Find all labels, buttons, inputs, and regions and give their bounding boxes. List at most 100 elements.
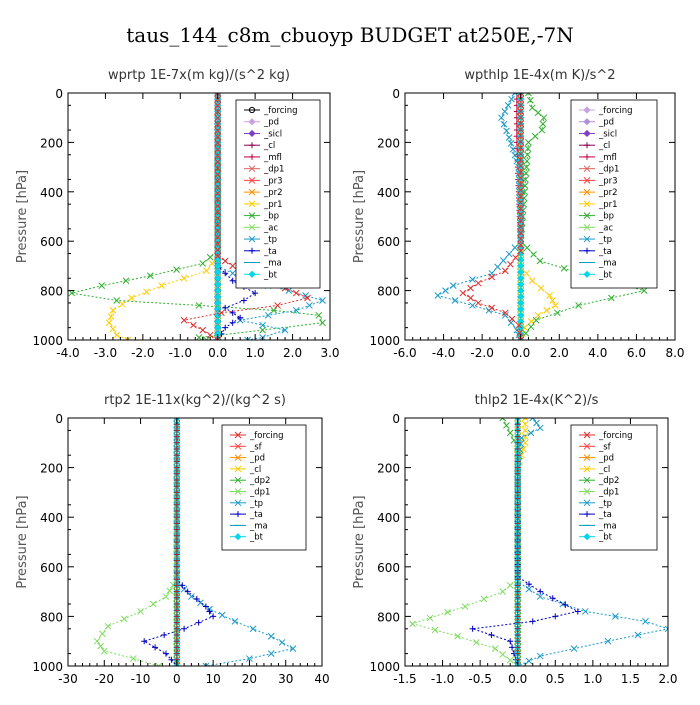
- y-tick-label: 1000: [32, 334, 63, 348]
- legend: _forcing_sf _pd_cl_dp2 _dp1_tp_ta_ma _bt: [221, 424, 307, 551]
- legend-label: _pd: [263, 118, 279, 128]
- legend-label: _ta: [263, 247, 277, 257]
- legend-label: _cl: [598, 465, 610, 475]
- legend-label: _forcing: [598, 106, 633, 116]
- data-point: [173, 458, 180, 465]
- y-tick-label: 600: [40, 235, 63, 249]
- x-tick-label: 30: [278, 672, 293, 686]
- data-point: [523, 244, 531, 252]
- data-point: [173, 644, 180, 651]
- data-point: [525, 581, 532, 588]
- x-tick-label: 0: [173, 672, 181, 686]
- data-point: [506, 656, 514, 664]
- data-point: [173, 563, 180, 570]
- legend-label: _sicl: [598, 129, 617, 139]
- y-tick-label: 1000: [369, 334, 400, 348]
- legend-marker: [584, 153, 590, 160]
- data-point: [267, 632, 275, 640]
- data-point: [113, 331, 121, 339]
- data-point: [506, 582, 514, 589]
- data-point: [525, 585, 533, 593]
- data-point: [480, 595, 488, 603]
- data-point: [514, 662, 522, 666]
- y-tick-label: 1000: [369, 660, 400, 674]
- legend-label: _tp: [598, 499, 612, 509]
- y-axis-label: Pressure [hPa]: [15, 170, 30, 263]
- y-tick-label: 400: [377, 511, 400, 525]
- data-point: [514, 483, 521, 490]
- legend: _forcing_sf _pd_cl_dp2 _dp1_tp_ta_ma _bt: [570, 424, 658, 551]
- data-point: [173, 477, 180, 483]
- data-point: [517, 180, 525, 188]
- legend-marker: [583, 212, 591, 219]
- x-tick-label: 0.0: [508, 672, 527, 686]
- data-point: [514, 477, 521, 483]
- x-tick-label: 2.0: [283, 346, 302, 360]
- data-point: [514, 594, 521, 601]
- data-point: [604, 637, 612, 645]
- chart-title: wprtp 1E-7x(m kg)/(s^2 kg): [108, 68, 290, 83]
- legend-marker: [234, 442, 242, 450]
- chart-panel-2: wpthlp 1E-4x(m K)/s^2 Pressure [hPa] -6.0 -…: [352, 68, 685, 360]
- data-point: [536, 424, 544, 432]
- data-point: [214, 196, 222, 203]
- data-point: [173, 464, 180, 471]
- plot-frame: [67, 92, 331, 341]
- data-point: [494, 263, 501, 271]
- data-point: [214, 95, 222, 103]
- data-point: [252, 290, 259, 297]
- legend-marker: [583, 442, 591, 450]
- data-point: [581, 608, 589, 615]
- data-point: [214, 336, 222, 340]
- data-point: [612, 613, 619, 620]
- data-point: [529, 418, 537, 422]
- y-tick-label: 800: [40, 285, 63, 299]
- legend-label: _bt: [263, 270, 278, 280]
- legend-label: _ac: [263, 223, 278, 233]
- data-point: [523, 157, 531, 165]
- x-tick-label: -1.0: [431, 672, 454, 686]
- y-axis-label: Pressure [hPa]: [15, 495, 30, 588]
- y-tick-label: 800: [377, 610, 400, 624]
- x-tick-label: -4.0: [56, 346, 79, 360]
- legend-marker: [248, 212, 256, 219]
- x-tick-label: -4.0: [432, 346, 455, 360]
- data-point: [511, 151, 519, 159]
- data-point: [664, 625, 668, 633]
- legend-marker: [248, 270, 256, 278]
- legend-label: _bt: [249, 533, 264, 543]
- legend-label: _pd: [598, 118, 614, 128]
- legend-label: _sicl: [263, 129, 282, 139]
- data-point: [206, 331, 214, 339]
- data-point: [173, 545, 180, 552]
- data-point: [181, 625, 188, 632]
- data-point: [152, 644, 159, 651]
- legend-marker: [583, 177, 591, 184]
- data-point: [536, 257, 544, 265]
- legend-label: _bt: [598, 270, 613, 280]
- data-point: [517, 156, 525, 164]
- data-point: [527, 323, 535, 331]
- data-point: [514, 539, 521, 545]
- data-point: [105, 319, 113, 327]
- x-tick-label: 0.0: [511, 346, 530, 360]
- data-point: [517, 211, 525, 218]
- data-point: [149, 600, 157, 608]
- data-point: [173, 495, 180, 502]
- legend-marker: [234, 431, 242, 439]
- x-tick-label: -1.5: [393, 672, 416, 686]
- data-point: [444, 608, 451, 616]
- series-line-tp: [176, 418, 295, 666]
- data-point: [173, 489, 180, 496]
- data-point: [517, 168, 525, 176]
- data-point: [525, 93, 532, 97]
- data-point: [514, 551, 521, 558]
- data-point: [608, 294, 615, 302]
- data-point: [501, 311, 509, 319]
- data-point: [517, 174, 525, 182]
- data-point: [210, 613, 217, 620]
- x-tick-label: -30: [58, 672, 78, 686]
- legend-marker: [583, 118, 591, 126]
- legend-label: _pr3: [263, 176, 283, 186]
- data-point: [203, 267, 210, 275]
